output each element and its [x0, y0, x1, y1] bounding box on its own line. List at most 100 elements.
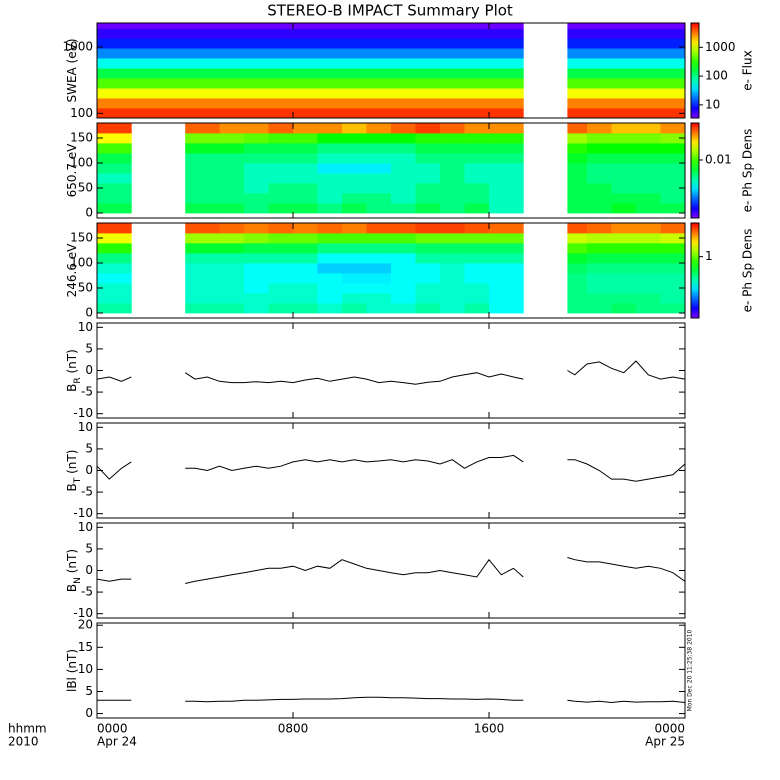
heat-cell	[97, 68, 132, 79]
heat-cell	[489, 173, 524, 184]
heat-cell	[464, 183, 490, 194]
heat-cell	[317, 78, 343, 89]
heat-cell	[219, 123, 245, 134]
heat-cell	[342, 293, 367, 304]
y-label-sub: N	[73, 577, 83, 584]
heat-cell	[660, 223, 685, 234]
heat-cell	[131, 23, 186, 29]
heat-cell	[97, 78, 132, 89]
heat-cell	[317, 183, 343, 194]
heat-cell	[244, 48, 269, 59]
heat-cell	[342, 98, 367, 109]
y-tick-label: 150	[70, 231, 93, 245]
heat-cell	[464, 283, 490, 294]
heat-cell	[660, 183, 685, 194]
colorbar	[690, 22, 700, 119]
heat-cell	[660, 133, 685, 144]
heat-cell	[293, 173, 318, 184]
heat-cell	[440, 293, 465, 304]
heat-cell	[440, 283, 465, 294]
heat-cell	[185, 283, 220, 294]
heat-cell	[185, 88, 220, 99]
y-label-text: B	[65, 384, 79, 392]
heat-cell	[567, 163, 588, 174]
heat-cell	[293, 263, 318, 274]
heat-cell	[415, 153, 441, 164]
heat-cell	[317, 88, 343, 99]
heat-cell	[636, 88, 661, 99]
heat-cell	[219, 38, 245, 49]
heat-cell	[342, 78, 367, 89]
y-tick-label: 1000	[62, 39, 93, 53]
heat-cell	[415, 253, 441, 264]
heat-cell	[440, 98, 465, 109]
heat-cell	[489, 263, 524, 274]
heat-cell	[636, 283, 661, 294]
heat-cell	[185, 38, 220, 49]
heat-cell	[219, 183, 245, 194]
heat-cell	[219, 98, 245, 109]
heat-cell	[268, 153, 294, 164]
heat-cell	[97, 273, 132, 284]
heat-cell	[489, 203, 524, 214]
heat-cell	[587, 303, 612, 314]
heat-cell	[567, 193, 588, 204]
heat-cell	[464, 98, 490, 109]
heat-cell	[611, 58, 637, 69]
heat-cell	[440, 183, 465, 194]
heat-cell	[587, 108, 612, 118]
heat-cell	[97, 183, 132, 194]
heat-cell	[567, 223, 588, 234]
heat-cell	[391, 123, 416, 134]
panel	[97, 223, 685, 314]
heat-cell	[219, 48, 245, 59]
heat-cell	[97, 98, 132, 109]
heat-cell	[611, 123, 637, 134]
y-tick-label: 15	[78, 640, 93, 654]
heat-cell	[415, 133, 441, 144]
heat-cell	[219, 253, 245, 264]
heat-cell	[244, 273, 269, 284]
heat-cell	[489, 283, 524, 294]
heat-cell	[567, 133, 588, 144]
heat-cell	[219, 223, 245, 234]
heat-cell	[440, 233, 465, 244]
y-tick-label: 100	[70, 256, 93, 270]
colorbar-tick-label: 1	[705, 249, 713, 263]
y-label: BN (nT)	[65, 549, 83, 592]
heat-cell	[244, 23, 269, 29]
heat-cell	[366, 108, 392, 118]
heat-cell	[97, 283, 132, 294]
heat-cell	[185, 153, 220, 164]
heat-cell	[293, 223, 318, 234]
heat-cell	[244, 243, 269, 254]
heat-cell	[244, 253, 269, 264]
heat-cell	[219, 68, 245, 79]
heat-cell	[97, 123, 132, 134]
heat-cell	[293, 153, 318, 164]
y-tick-label: 0	[85, 706, 93, 720]
heat-cell	[268, 243, 294, 254]
heat-cell	[464, 28, 490, 39]
heat-cell	[293, 193, 318, 204]
heat-cell	[567, 38, 588, 49]
heat-cell	[587, 123, 612, 134]
heat-cell	[587, 203, 612, 214]
heat-cell	[415, 68, 441, 79]
heat-cell	[293, 283, 318, 294]
heat-cell	[185, 133, 220, 144]
y-tick-label: -5	[81, 385, 93, 399]
heat-cell	[391, 223, 416, 234]
colorbar-label: e- Flux	[741, 50, 755, 90]
heat-cell	[342, 193, 367, 204]
heat-cell	[366, 303, 392, 314]
heat-cell	[342, 243, 367, 254]
heat-cell	[244, 263, 269, 274]
heat-cell	[660, 303, 685, 314]
heat-cell	[244, 88, 269, 99]
heat-cell	[440, 28, 465, 39]
heat-cell	[567, 253, 588, 264]
heat-cell	[391, 193, 416, 204]
heat-cell	[440, 58, 465, 69]
heat-cell	[391, 153, 416, 164]
